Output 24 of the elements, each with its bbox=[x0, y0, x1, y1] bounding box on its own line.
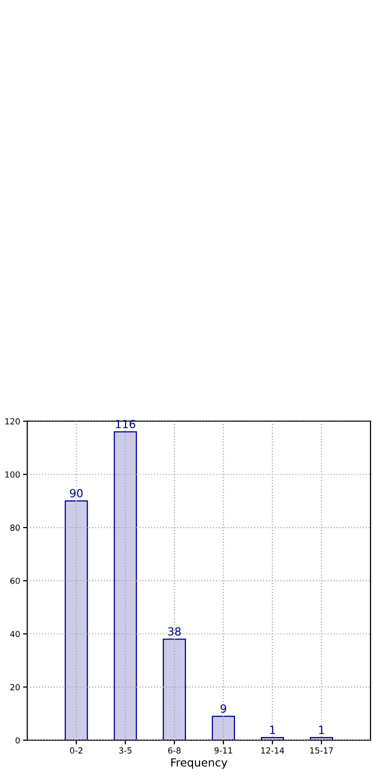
bar bbox=[64, 500, 88, 740]
x-tick-label: 6-8 bbox=[168, 747, 181, 754]
data-label: 38 bbox=[168, 627, 181, 636]
x-tick-label: 3-5 bbox=[119, 747, 132, 754]
y-tick-label: 40 bbox=[10, 630, 20, 638]
x-tick-label: 15-17 bbox=[310, 747, 333, 754]
data-label: 90 bbox=[70, 489, 83, 498]
x-tick-label: 0-2 bbox=[70, 747, 82, 754]
y-tick-label: 0 bbox=[16, 737, 20, 744]
data-label: 1 bbox=[270, 726, 275, 734]
x-tick-label: 12-14 bbox=[261, 747, 284, 754]
y-tick-label: 80 bbox=[10, 524, 20, 531]
y-tick-label: 60 bbox=[10, 578, 20, 584]
y-tick-label: 120 bbox=[5, 418, 20, 424]
y-tick-label: 20 bbox=[10, 684, 20, 690]
bar bbox=[162, 638, 186, 740]
data-label: 1 bbox=[319, 726, 324, 734]
x-tick-label: 9-11 bbox=[214, 747, 232, 754]
bar bbox=[114, 431, 137, 740]
data-label: 9 bbox=[220, 704, 226, 713]
bar bbox=[212, 716, 235, 740]
x-axis-title: Frequency bbox=[171, 758, 228, 769]
y-tick-label: 100 bbox=[5, 471, 20, 478]
data-label: 116 bbox=[116, 420, 136, 428]
